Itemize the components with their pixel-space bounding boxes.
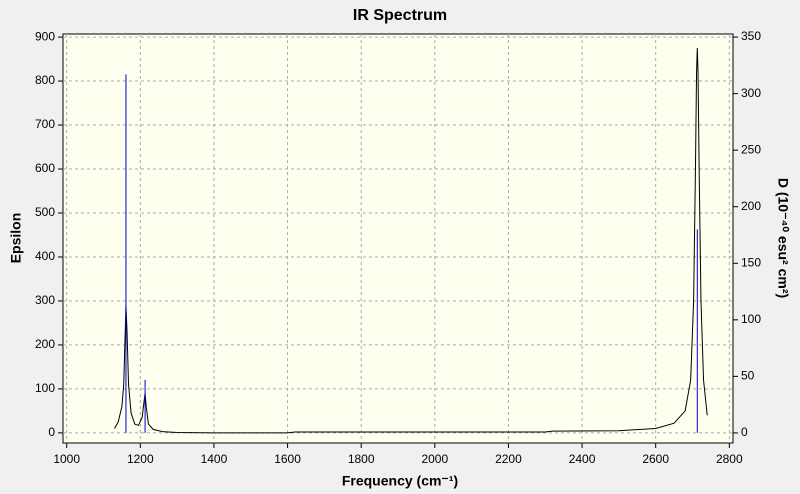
x-tick-label: 1000 — [53, 452, 80, 466]
x-tick-label: 2000 — [421, 452, 448, 466]
chart-title: IR Spectrum — [353, 7, 447, 24]
x-tick-label: 1600 — [274, 452, 301, 466]
y-tick-label: 900 — [35, 29, 55, 43]
x-tick-label: 2800 — [716, 452, 743, 466]
y2-tick-label: 200 — [741, 199, 761, 213]
y-tick-label: 600 — [35, 161, 55, 175]
y2-tick-label: 50 — [741, 369, 755, 383]
y2-tick-label: 350 — [741, 29, 761, 43]
x-tick-label: 1400 — [201, 452, 228, 466]
y-tick-label: 400 — [35, 249, 55, 263]
y2-axis-label: D (10⁻⁴⁰ esu² cm²) — [775, 178, 791, 298]
x-tick-label: 2200 — [495, 452, 522, 466]
spectrum-line — [114, 48, 708, 434]
x-axis-label: Frequency (cm⁻¹) — [342, 473, 458, 489]
y2-tick-label: 250 — [741, 142, 761, 156]
y-tick-label: 300 — [35, 293, 55, 307]
y2-tick-label: 300 — [741, 86, 761, 100]
x-tick-label: 2400 — [569, 452, 596, 466]
y-tick-label: 0 — [48, 425, 55, 439]
y2-tick-label: 150 — [741, 255, 761, 269]
x-tick-label: 2600 — [642, 452, 669, 466]
y-axis-label: Epsilon — [8, 213, 24, 264]
x-tick-label: 1800 — [348, 452, 375, 466]
y2-tick-label: 0 — [741, 425, 748, 439]
y-tick-label: 700 — [35, 117, 55, 131]
y-tick-label: 800 — [35, 73, 55, 87]
plot-area — [62, 33, 734, 444]
y-tick-label: 200 — [35, 337, 55, 351]
y2-tick-label: 100 — [741, 312, 761, 326]
y-tick-label: 100 — [35, 381, 55, 395]
y-tick-label: 500 — [35, 205, 55, 219]
x-tick-label: 1200 — [127, 452, 154, 466]
